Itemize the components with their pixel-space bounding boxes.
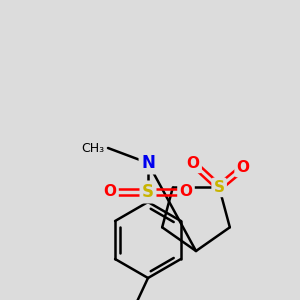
Text: N: N [141, 154, 155, 172]
Text: O: O [103, 184, 116, 200]
Text: O: O [237, 160, 250, 175]
Text: CH₃: CH₃ [81, 142, 104, 154]
Text: S: S [214, 180, 225, 195]
Text: S: S [142, 183, 154, 201]
Text: O: O [179, 184, 193, 200]
Text: O: O [187, 156, 200, 171]
